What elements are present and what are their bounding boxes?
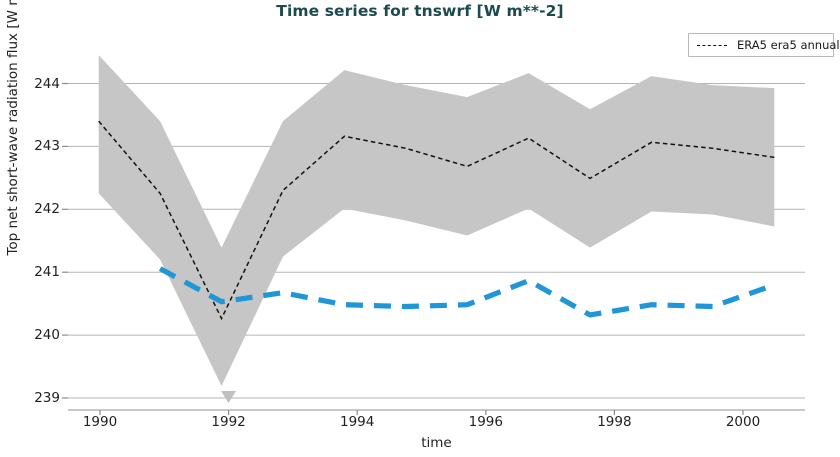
y-tick-label: 242	[34, 201, 60, 218]
x-axis-marker-triangle	[221, 391, 236, 403]
y-tick-label: 239	[34, 390, 60, 406]
legend-dashed-line-icon	[697, 44, 727, 46]
y-axis-tick-marks	[62, 82, 68, 399]
chart-title: Time series for tnswrf [W m**-2]	[276, 2, 564, 20]
legend-entry-label: ERA5 era5 annual	[737, 38, 840, 52]
x-axis-tick-marks	[99, 410, 744, 415]
legend[interactable]: ERA5 era5 annual	[688, 33, 840, 57]
y-tick-label: 240	[34, 327, 60, 344]
y-tick-label: 241	[34, 264, 60, 281]
x-tick-label: 1998	[597, 414, 632, 430]
series-line-blue-annual	[158, 266, 776, 318]
y-axis-ticks: 244 243 242 241 240 239	[8, 0, 60, 457]
uncertainty-band	[98, 55, 775, 386]
x-tick-label: 1996	[468, 414, 503, 430]
x-tick-label: 1992	[211, 414, 246, 430]
x-tick-label: 2000	[725, 414, 761, 430]
y-tick-label: 243	[34, 138, 60, 155]
x-axis-label: time	[421, 435, 452, 451]
y-tick-label: 244	[34, 75, 60, 92]
x-tick-label: 1994	[340, 414, 375, 430]
x-tick-label: 1990	[82, 414, 118, 430]
